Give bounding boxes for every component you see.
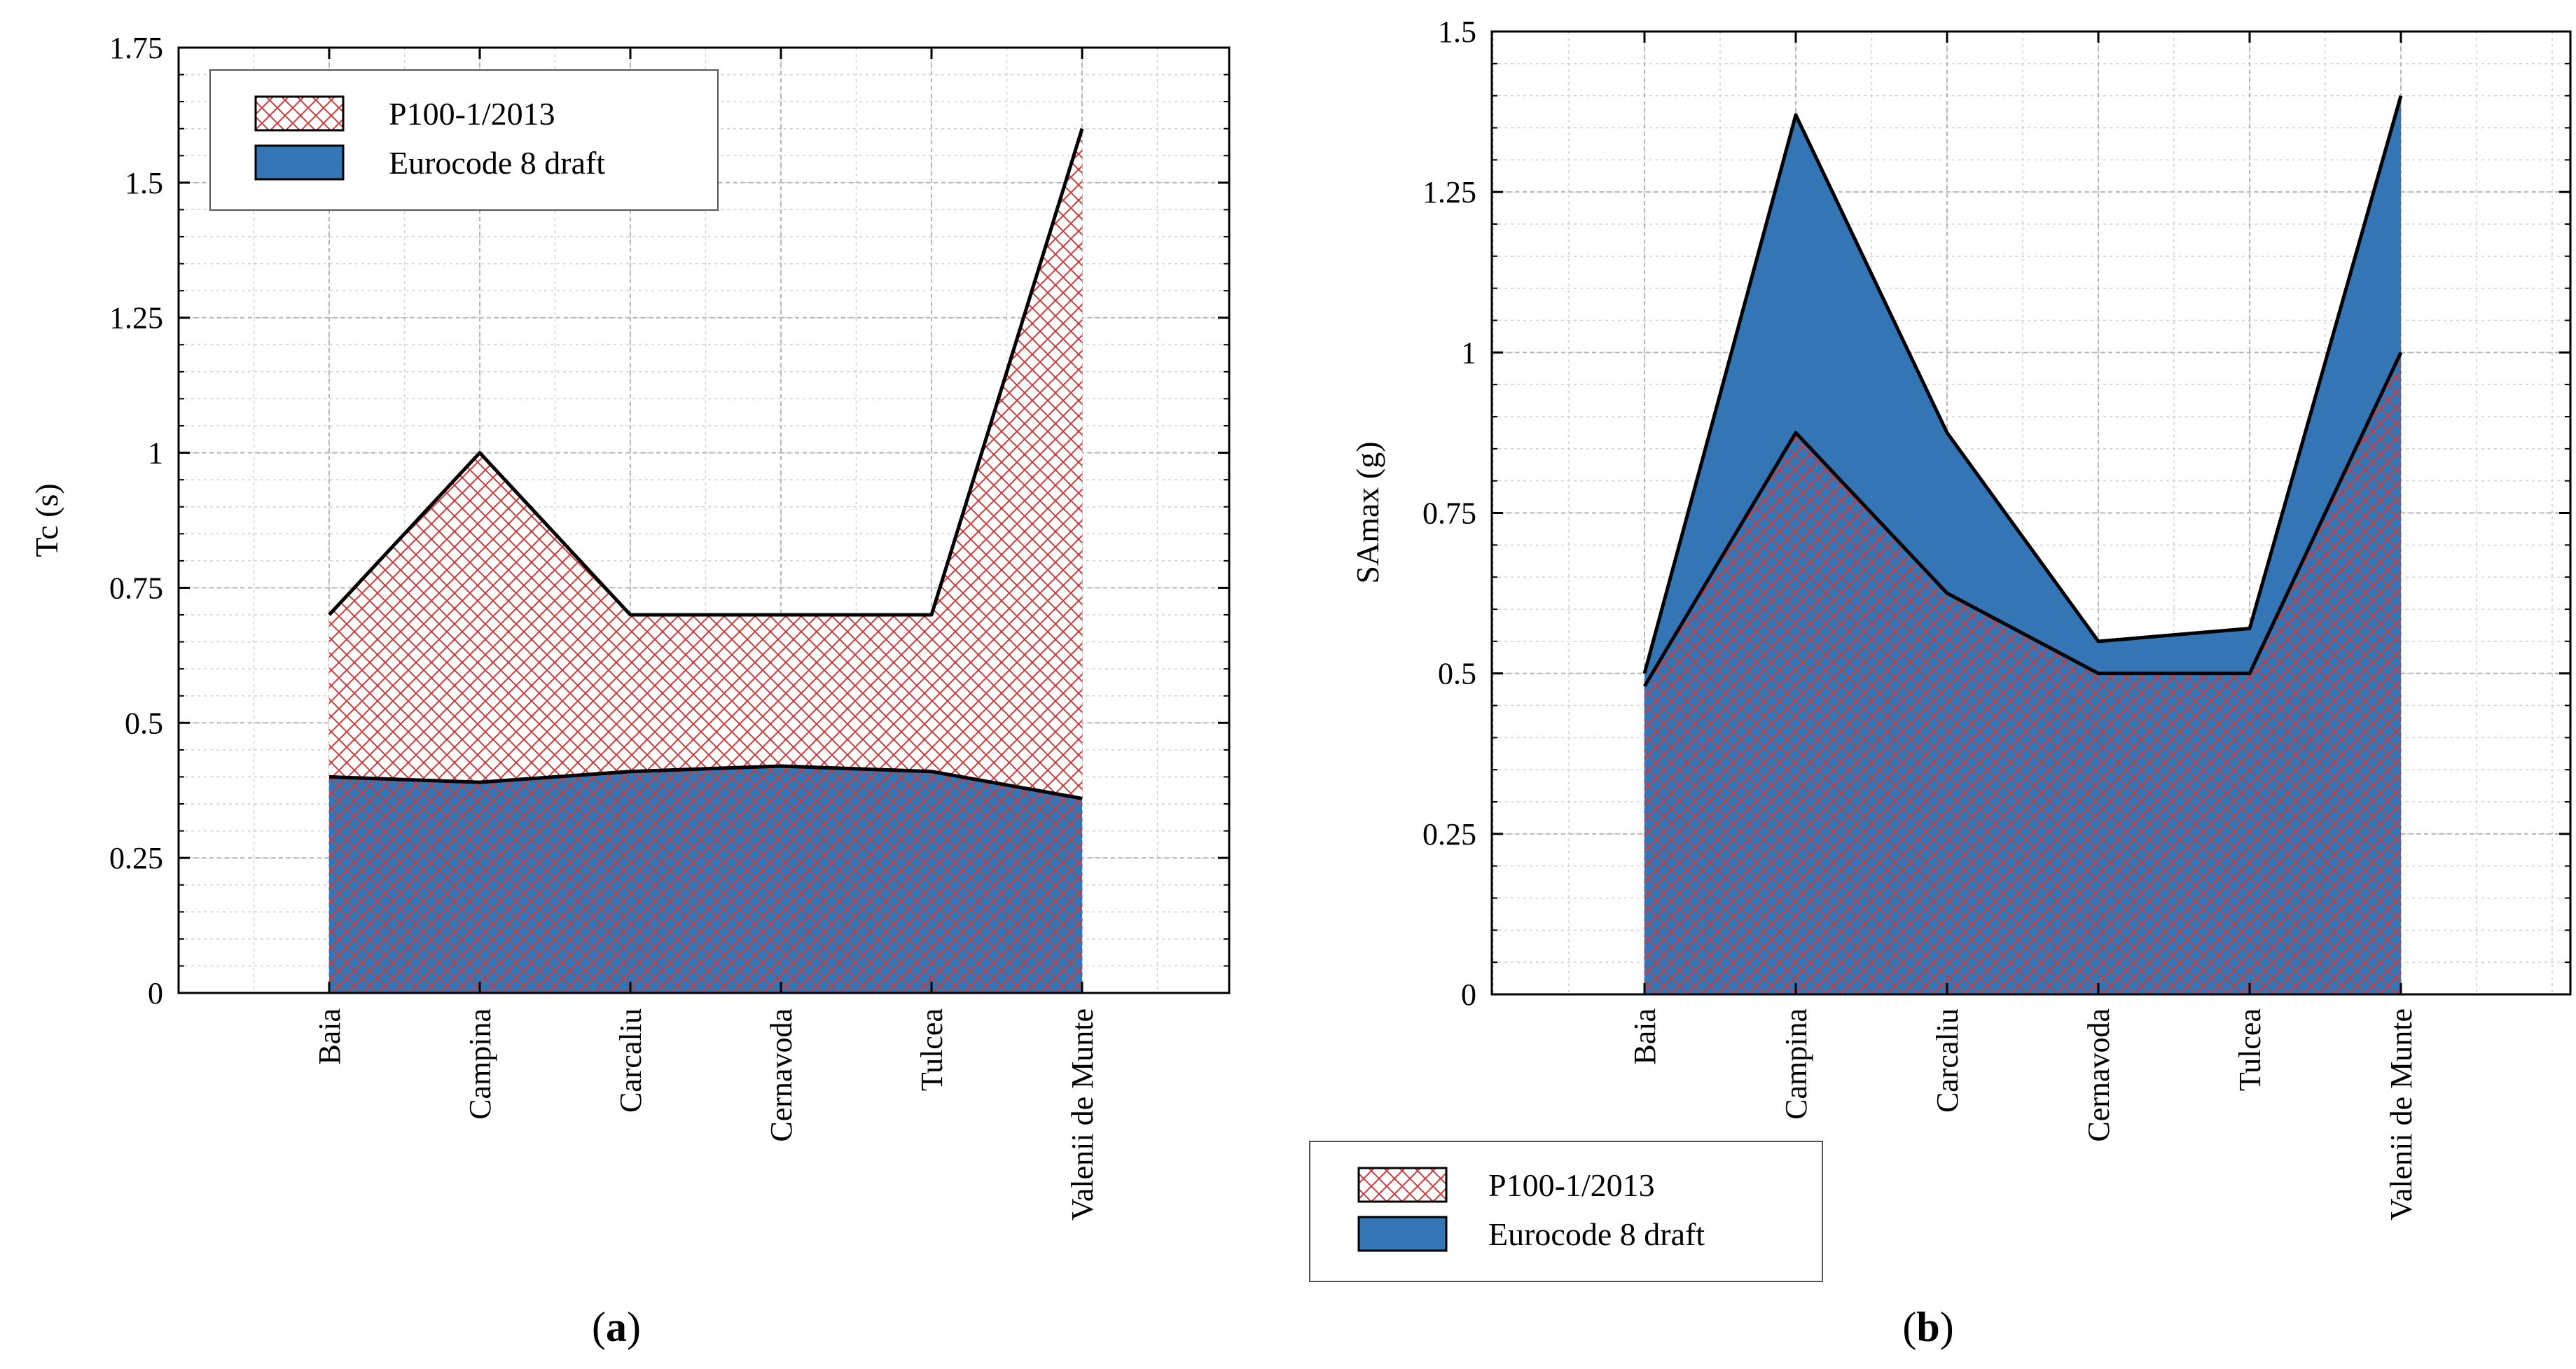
y-tick-label: 0.5 [1438, 657, 1476, 691]
x-tick-label: Carcaliu [1930, 1008, 1965, 1113]
area-p100-hatch [1644, 352, 2401, 994]
caption-open-paren: ( [592, 1304, 606, 1350]
area-eurocode-hatch-overlay [329, 766, 1082, 993]
x-tick-label: Baia [1628, 1008, 1662, 1065]
y-tick-label: 0.25 [109, 841, 163, 875]
x-tick-label: Carcaliu [614, 1008, 648, 1113]
y-tick-label: 1.75 [109, 31, 163, 65]
plot-frame [177, 46, 1231, 994]
y-tick-label: 0 [148, 976, 163, 1010]
area-layers [1644, 95, 2401, 994]
x-tick-label: Baia [312, 1008, 347, 1065]
legend-swatch-eurocode [1357, 1216, 1448, 1252]
legend: P100-1/2013 Eurocode 8 draft [209, 69, 719, 211]
x-tick-label: Cernavoda [2082, 1008, 2116, 1142]
legend-label-p100: P100-1/2013 [389, 96, 555, 132]
x-tick-label: Campina [1779, 1008, 1813, 1120]
series-outlines [328, 127, 1084, 800]
legend-box [209, 69, 719, 211]
y-tick-label: 1.25 [1422, 175, 1476, 209]
legend-swatch-eurocode [254, 144, 345, 181]
x-tick-label: Campina [463, 1008, 497, 1120]
x-tick-label: Valenii de Munte [1065, 1008, 1100, 1221]
y-tick-labels: 0 0.25 0.5 0.75 1 1.25 1.5 1.75 [109, 31, 163, 1010]
y-axis-title: Tc (s) [29, 483, 64, 557]
series-line-p100 [1642, 352, 2403, 688]
y-tick-label: 1.25 [109, 301, 163, 335]
x-tick-label: Tulcea [2233, 1008, 2267, 1091]
x-tick-labels: Baia Campina Carcaliu Cernavoda Tulcea Valeni… [312, 1008, 1100, 1221]
axis-ticks [179, 46, 1229, 994]
legend-swatch-p100-hatch [1357, 1167, 1448, 1203]
series-line-eurocode [328, 764, 1083, 800]
caption-letter: b [1916, 1304, 1939, 1350]
panel-caption-b: (b) [1902, 1304, 1953, 1350]
caption-open-paren: ( [1902, 1304, 1916, 1350]
x-tick-label: Tulcea [915, 1008, 949, 1091]
y-axis-title: SAmax (g) [1350, 441, 1385, 583]
legend-label-eurocode: Eurocode 8 draft [389, 145, 605, 181]
series-line-eurocode [1642, 95, 2403, 674]
legend-swatch-p100-hatch [254, 95, 345, 132]
y-tick-labels: 0 0.25 0.5 0.75 1 1.25 1.5 [1422, 15, 1476, 1012]
caption-letter: a [606, 1304, 627, 1350]
axis-ticks [1492, 30, 2570, 996]
legend: P100-1/2013 Eurocode 8 draft [1309, 1141, 1823, 1282]
chart-panel-b: 0 0.25 0.5 0.75 1 1.25 1.5 Baia Campina Carcaliu… [1309, 15, 2572, 1350]
caption-close-paren: ) [1940, 1304, 1954, 1350]
x-tick-label: Cernavoda [764, 1008, 798, 1142]
area-layers [329, 128, 1082, 993]
y-tick-label: 0.75 [1422, 496, 1476, 531]
legend-box [1309, 1141, 1823, 1282]
y-tick-label: 0 [1461, 978, 1476, 1012]
caption-close-paren: ) [627, 1304, 641, 1350]
legend-label-p100: P100-1/2013 [1488, 1167, 1655, 1203]
series-outlines [1642, 95, 2403, 688]
y-tick-label: 0.25 [1422, 817, 1476, 852]
series-line-p100 [328, 127, 1084, 617]
y-tick-label: 0.75 [109, 571, 163, 605]
x-tick-label: Valenii de Munte [2384, 1008, 2418, 1221]
y-tick-label: 0.5 [125, 706, 163, 740]
y-tick-label: 1.5 [1438, 15, 1476, 49]
legend-label-eurocode: Eurocode 8 draft [1488, 1216, 1705, 1252]
chart-panel-a: 0 0.25 0.5 0.75 1 1.25 1.5 1.75 Baia Campina Carc… [29, 31, 1231, 1350]
y-tick-label: 1 [148, 436, 163, 471]
y-tick-label: 1.5 [125, 166, 163, 200]
panel-caption-a: (a) [592, 1304, 641, 1350]
x-tick-labels: Baia Campina Carcaliu Cernavoda Tulcea Valeni… [1628, 1008, 2418, 1221]
y-tick-label: 1 [1461, 335, 1476, 370]
